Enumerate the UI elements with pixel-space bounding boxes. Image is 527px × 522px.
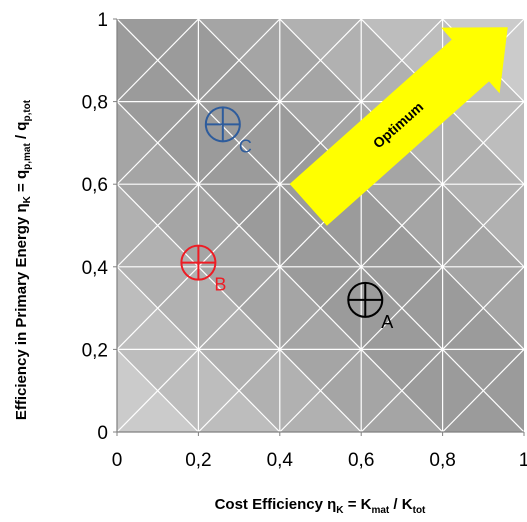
data-point-c: C bbox=[204, 106, 252, 156]
x-axis-title-eq: = K bbox=[344, 496, 372, 513]
grid-line-diagonal bbox=[0, 0, 524, 432]
y-axis-title-sub1: K bbox=[22, 195, 33, 203]
x-axis-title-sub1: K bbox=[336, 505, 344, 516]
y-axis-title-div: / q bbox=[13, 122, 30, 144]
point-label: B bbox=[214, 275, 226, 295]
x-axis-title-main: Cost Efficiency η bbox=[215, 496, 337, 513]
grid-line-diagonal bbox=[197, 100, 524, 432]
point-label: A bbox=[381, 312, 393, 332]
x-axis-title: Cost Efficiency ηK = Kmat / Ktot bbox=[215, 496, 426, 516]
y-tick-label: 0,4 bbox=[82, 258, 109, 279]
grid-line-diagonal bbox=[0, 0, 361, 432]
data-point-a: A bbox=[347, 281, 393, 332]
x-tick-label: 0,4 bbox=[267, 450, 294, 471]
tick-labels: 0 0,2 0,4 0,6 0,8 1 0 0,2 0,4 0,6 0,8 1 bbox=[82, 10, 527, 471]
point-label: C bbox=[239, 136, 252, 156]
y-axis-title-sub3: p,tot bbox=[22, 99, 33, 121]
y-tick-label: 0,2 bbox=[82, 340, 108, 361]
x-tick-label: 0,6 bbox=[348, 450, 374, 471]
grid-line-diagonal bbox=[0, 0, 443, 432]
grid-line-diagonal bbox=[279, 183, 524, 432]
optimum-arrow-layer: Optimum bbox=[289, 27, 508, 226]
grid-line-diagonal bbox=[117, 265, 281, 432]
y-tick-label: 0 bbox=[97, 423, 108, 444]
x-axis-title-sub2: mat bbox=[371, 505, 389, 516]
y-axis-title-sub2: p,mat bbox=[22, 143, 33, 170]
x-tick-label: 0 bbox=[112, 450, 123, 471]
optimum-arrow-shape bbox=[289, 27, 508, 226]
x-axis-title-div: / K bbox=[389, 496, 413, 513]
y-tick-label: 0,8 bbox=[82, 93, 108, 114]
y-axis-title-main: Efficiency in Primary Energy η bbox=[13, 203, 30, 420]
x-axis-title-sub3: tot bbox=[413, 505, 426, 516]
grid-line-diagonal bbox=[117, 19, 444, 351]
grid-line-diagonal bbox=[0, 0, 527, 432]
axes bbox=[116, 19, 524, 433]
data-points: A B C bbox=[180, 106, 393, 332]
y-tick-label: 0,6 bbox=[82, 175, 108, 196]
grid-line-diagonal bbox=[360, 265, 524, 432]
y-axis-title: Efficiency in Primary Energy ηK = qp,mat… bbox=[13, 99, 33, 420]
x-tick-label: 0,2 bbox=[185, 450, 211, 471]
y-axis-title-eq: = q bbox=[13, 170, 30, 196]
data-point-b: B bbox=[180, 244, 226, 295]
y-tick-label: 1 bbox=[97, 10, 108, 31]
optimum-arrow: Optimum bbox=[289, 27, 508, 226]
x-tick-label: 1 bbox=[519, 450, 527, 471]
x-tick-label: 0,8 bbox=[429, 450, 455, 471]
grid-line-diagonal bbox=[117, 19, 524, 432]
